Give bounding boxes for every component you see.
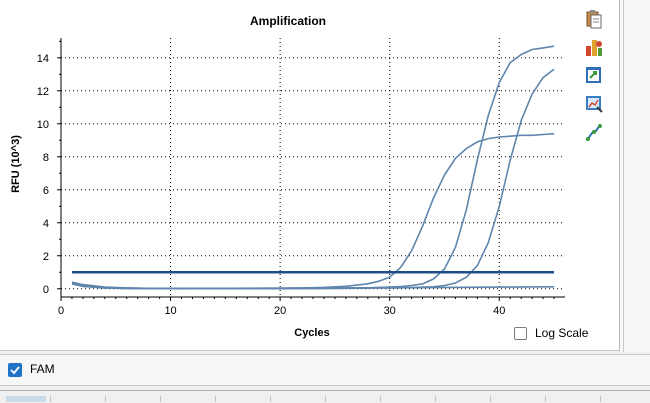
- grid-divider: [215, 396, 216, 402]
- grid-divider: [490, 396, 491, 402]
- grid-divider: [270, 396, 271, 402]
- grid-divider: [325, 396, 326, 402]
- fam-channel-label: FAM: [30, 362, 55, 376]
- well-grid-selected-cell[interactable]: [6, 396, 46, 402]
- copy-icon[interactable]: [583, 8, 605, 30]
- chart-settings-icon[interactable]: [583, 36, 605, 58]
- right-side-panel: [620, 0, 650, 352]
- fam-checkbox[interactable]: [8, 363, 22, 377]
- amplification-curve-4: [71, 282, 555, 290]
- y-tick-label: 2: [43, 251, 49, 263]
- grid-divider: [545, 396, 546, 402]
- y-tick-label: 0: [43, 284, 49, 296]
- y-tick-label: 10: [37, 119, 49, 131]
- amplification-plot: 0 10 20 30 40 0 2 4 6 8 10 12 14: [37, 38, 565, 317]
- log-scale-checkbox[interactable]: [514, 326, 527, 340]
- curve-fit-icon[interactable]: [583, 122, 605, 144]
- y-tick-label: 12: [37, 86, 49, 98]
- x-axis-label: Cycles: [294, 327, 330, 339]
- x-tick-label: 0: [58, 305, 64, 317]
- grid-divider: [600, 396, 601, 402]
- y-tick-label: 4: [43, 218, 49, 230]
- panel-splitter[interactable]: [623, 0, 624, 352]
- grid-divider: [160, 396, 161, 402]
- grid-divider: [105, 396, 106, 402]
- zoom-icon[interactable]: [583, 92, 605, 114]
- x-tick-label: 20: [274, 305, 286, 317]
- log-scale-label: Log Scale: [535, 326, 589, 340]
- checkmark-icon: [10, 366, 20, 375]
- x-tick-label: 40: [493, 305, 505, 317]
- amplification-curve-2: [71, 45, 555, 290]
- y-tick-label: 6: [43, 185, 49, 197]
- x-tick-label: 10: [164, 305, 176, 317]
- amplification-chart-panel: 0 10 20 30 40 0 2 4 6 8 10 12 14 Amplification RFU (…: [0, 0, 620, 351]
- grid-divider: [435, 396, 436, 402]
- y-tick-label: 8: [43, 152, 49, 164]
- x-tick-label: 30: [384, 305, 396, 317]
- y-tick-label: 14: [37, 53, 49, 65]
- channel-bar: FAM: [0, 354, 650, 386]
- y-axis-label: RFU (10^3): [10, 135, 22, 193]
- export-icon[interactable]: [583, 64, 605, 86]
- log-scale-toggle[interactable]: Log Scale: [514, 324, 588, 342]
- chart-title: Amplification: [249, 14, 326, 28]
- grid-divider: [50, 396, 51, 402]
- grid-divider: [380, 396, 381, 402]
